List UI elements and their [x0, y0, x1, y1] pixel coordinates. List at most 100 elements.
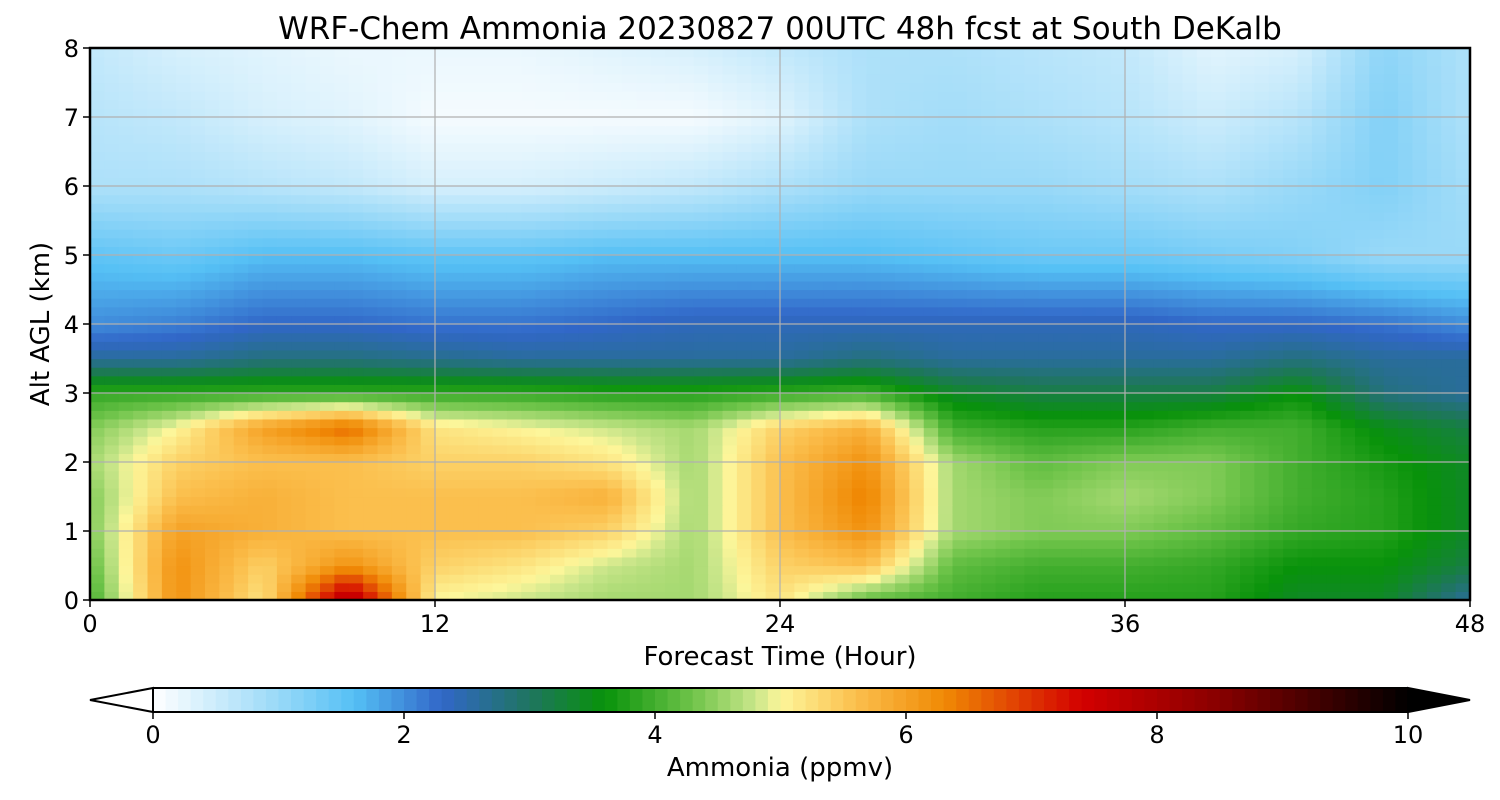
heatmap-cell — [1038, 341, 1054, 351]
heatmap-cell — [1283, 418, 1299, 429]
heatmap-cell — [923, 393, 939, 403]
heatmap-cell — [909, 255, 925, 265]
heatmap-cell — [1225, 375, 1241, 385]
heatmap-cell — [1369, 272, 1385, 282]
heatmap-cell — [1081, 255, 1097, 265]
heatmap-cell — [435, 393, 450, 403]
heatmap-cell — [794, 565, 810, 575]
heatmap-cell — [1038, 349, 1054, 360]
heatmap-cell — [406, 487, 422, 498]
heatmap-cell — [104, 436, 120, 446]
heatmap-cell — [291, 453, 307, 463]
heatmap-cell — [1311, 168, 1327, 178]
heatmap-cell — [808, 186, 824, 196]
heatmap-cell — [1081, 203, 1097, 213]
heatmap-cell — [1355, 186, 1370, 196]
heatmap-cell — [1311, 177, 1327, 187]
heatmap-cell — [1412, 574, 1428, 584]
heatmap-cell — [823, 418, 839, 429]
heatmap-cell — [1182, 306, 1198, 316]
heatmap-cell — [1225, 418, 1241, 429]
heatmap-cell — [1268, 324, 1284, 334]
heatmap-cell — [1355, 358, 1370, 368]
heatmap-cell — [305, 436, 321, 446]
heatmap-cell — [1010, 306, 1025, 316]
heatmap-cell — [1067, 418, 1083, 429]
heatmap-cell — [190, 367, 206, 377]
heatmap-cell — [334, 272, 350, 282]
heatmap-cell — [995, 298, 1011, 308]
heatmap-cell — [1053, 513, 1069, 523]
heatmap-cell — [276, 444, 292, 454]
heatmap-cell — [1139, 367, 1155, 377]
heatmap-cell — [506, 289, 522, 299]
heatmap-cell — [895, 556, 910, 567]
heatmap-cell — [837, 280, 853, 291]
heatmap-cell — [521, 436, 537, 446]
heatmap-cell — [851, 315, 867, 325]
heatmap-cell — [506, 349, 522, 360]
heatmap-cell — [276, 384, 292, 394]
heatmap-cell — [1182, 298, 1198, 308]
heatmap-cell — [1196, 220, 1212, 230]
heatmap-cell — [636, 168, 652, 178]
heatmap-cell — [1240, 505, 1255, 515]
heatmap-cell — [463, 496, 479, 506]
heatmap-cell — [1081, 470, 1097, 480]
heatmap-cell — [578, 168, 594, 178]
heatmap-cell — [535, 427, 551, 437]
heatmap-cell — [693, 513, 709, 523]
heatmap-cell — [837, 177, 853, 187]
heatmap-cell — [550, 513, 565, 523]
heatmap-cell — [564, 393, 580, 403]
heatmap-cell — [1211, 186, 1227, 196]
heatmap-cell — [1038, 367, 1054, 377]
heatmap-cell — [966, 401, 982, 411]
heatmap-cell — [1010, 211, 1025, 222]
heatmap-cell — [406, 444, 422, 454]
heatmap-cell — [736, 556, 752, 567]
heatmap-cell — [506, 496, 522, 506]
heatmap-cell — [966, 151, 982, 161]
heatmap-cell — [1326, 410, 1342, 420]
heatmap-cell — [1096, 444, 1112, 454]
heatmap-cell — [1355, 349, 1370, 360]
heatmap-cell — [377, 280, 393, 291]
heatmap-cell — [118, 556, 134, 567]
heatmap-cell — [636, 315, 652, 325]
heatmap-cell — [578, 341, 594, 351]
heatmap-cell — [923, 462, 939, 472]
heatmap-cell — [205, 401, 220, 411]
heatmap-cell — [463, 168, 479, 178]
heatmap-cell — [161, 306, 177, 316]
heatmap-cell — [435, 168, 450, 178]
heatmap-cell — [1355, 453, 1370, 463]
heatmap-cell — [1240, 324, 1255, 334]
heatmap-cell — [262, 513, 278, 523]
heatmap-cell — [492, 487, 508, 498]
heatmap-cell — [291, 487, 307, 498]
heatmap-cell — [636, 487, 652, 498]
heatmap-cell — [535, 298, 551, 308]
heatmap-cell — [780, 444, 795, 454]
heatmap-cell — [1268, 539, 1284, 549]
heatmap-cell — [492, 556, 508, 567]
heatmap-cell — [176, 565, 192, 575]
heatmap-cell — [765, 548, 781, 558]
heatmap-cell — [1398, 453, 1414, 463]
heatmap-cell — [794, 272, 810, 282]
heatmap-cell — [1326, 349, 1342, 360]
heatmap-cell — [535, 160, 551, 170]
heatmap-cell — [636, 418, 652, 429]
heatmap-cell — [765, 531, 781, 541]
heatmap-cell — [751, 513, 767, 523]
heatmap-cell — [1254, 453, 1270, 463]
heatmap-cell — [506, 505, 522, 515]
heatmap-cell — [1441, 324, 1457, 334]
heatmap-cell — [650, 418, 666, 429]
heatmap-cell — [1153, 229, 1169, 239]
heatmap-cell — [363, 168, 379, 178]
heatmap-cell — [621, 470, 637, 480]
heatmap-cell — [377, 531, 393, 541]
heatmap-cell — [1355, 427, 1370, 437]
